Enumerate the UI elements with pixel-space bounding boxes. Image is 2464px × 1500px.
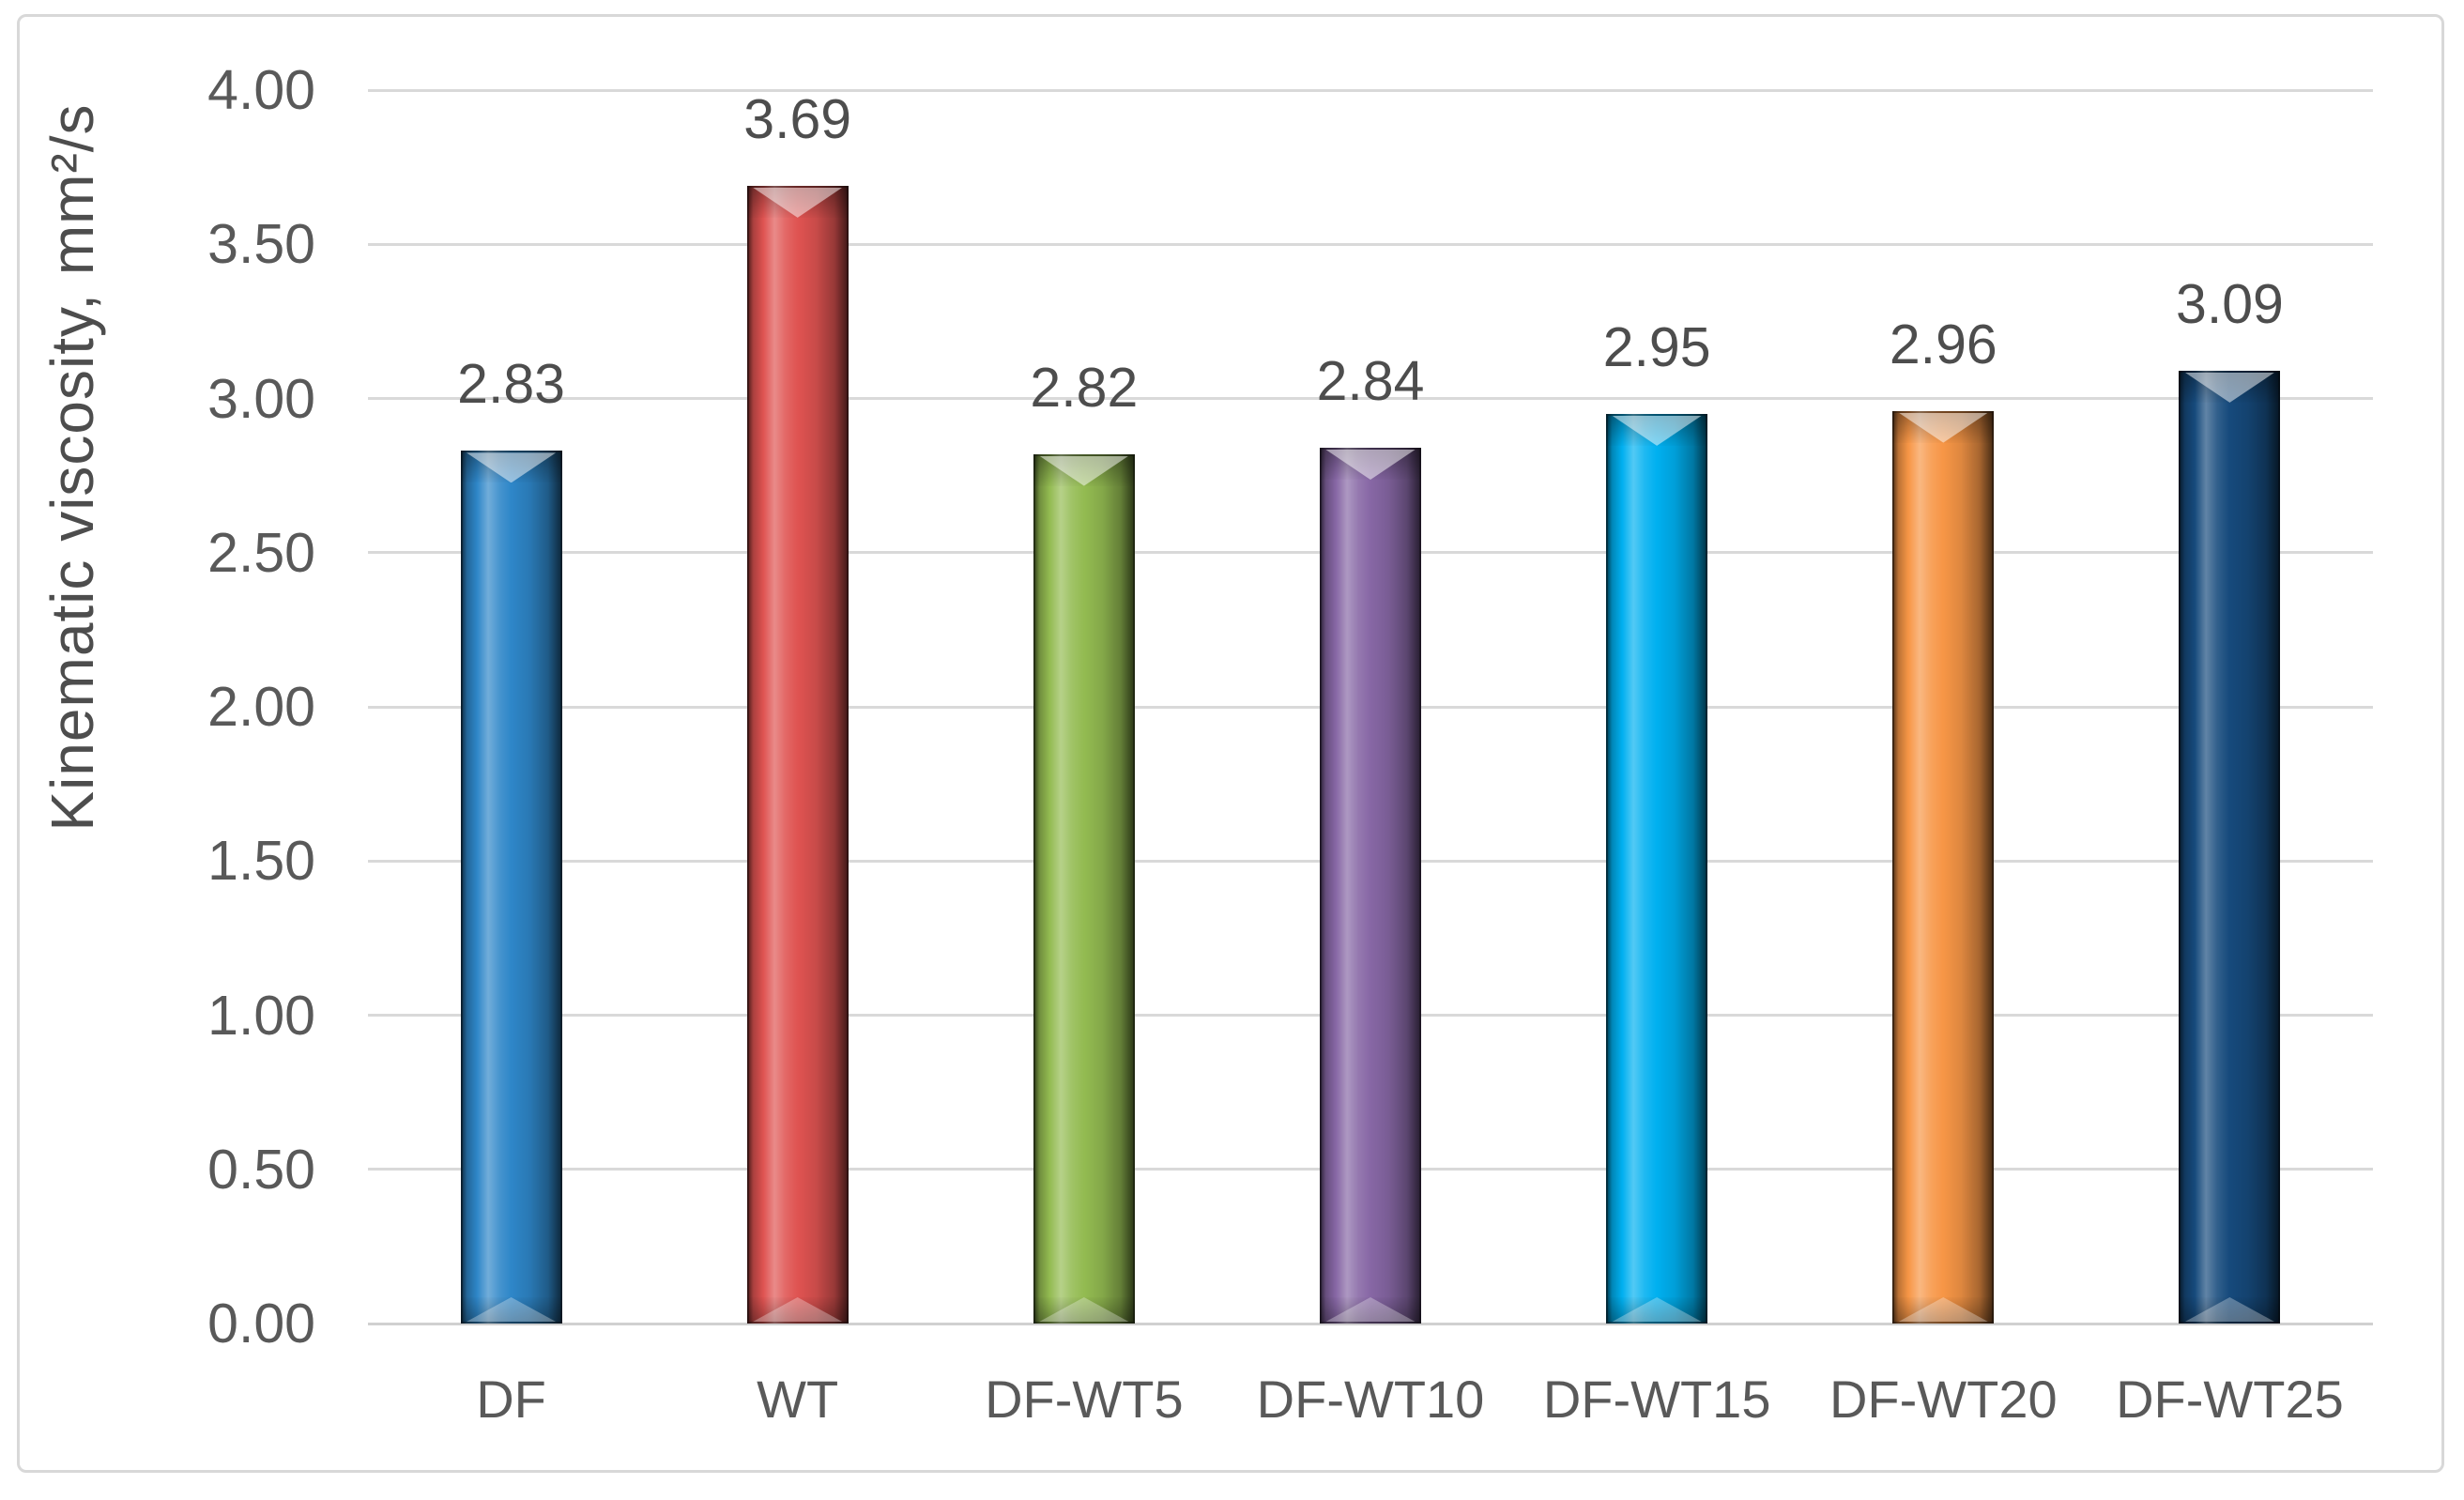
x-axis-label: DF-WT15 [1542,1370,1771,1429]
bar-bevel-cap-bot [1892,1296,1995,1324]
bar-bevel-cap-bot [1033,1296,1135,1324]
data-label: 3.09 [2176,272,2284,335]
y-tick-label: 0.50 [207,1138,315,1201]
x-axis-label: DF-WT20 [1829,1370,2058,1429]
y-tick-label: 3.50 [207,213,315,276]
bar-DF-WT25 [2179,370,2281,1324]
data-label: 2.95 [1602,315,1711,378]
bar-DF [460,451,562,1324]
bar-DF-WT5 [1033,453,1135,1324]
y-tick-label: 2.00 [207,676,315,738]
bar-WT [746,185,849,1324]
data-label: 2.82 [1030,356,1139,419]
y-tick-label: 3.00 [207,367,315,430]
x-axis-label: DF [476,1370,546,1429]
gridline [368,88,2373,92]
gridline [368,242,2373,246]
x-axis-label: DF-WT10 [1256,1370,1485,1429]
y-tick-label: 1.00 [207,984,315,1047]
bar-bevel-cap-bot [1606,1296,1708,1324]
bar-bevel-cap-bot [746,1296,849,1324]
bar-bevel-cap-bot [2179,1296,2281,1324]
chart-frame [17,14,2444,1473]
x-axis-label: DF-WT5 [985,1370,1184,1429]
data-label: 2.96 [1889,313,1997,375]
data-label: 3.69 [743,87,852,150]
bar-DF-WT20 [1892,410,1995,1324]
bar-DF-WT10 [1320,448,1421,1324]
bar-DF-WT15 [1606,413,1708,1324]
gridline [368,397,2373,400]
data-label: 2.84 [1316,350,1425,413]
x-axis-label: WT [757,1370,839,1429]
y-tick-label: 4.00 [207,59,315,121]
bar-bevel-cap-bot [1320,1296,1421,1324]
x-axis-label: DF-WT25 [2116,1370,2344,1429]
y-tick-label: 0.00 [207,1293,315,1355]
y-tick-label: 1.50 [207,830,315,893]
y-tick-label: 2.50 [207,521,315,584]
data-label: 2.83 [457,353,565,416]
y-axis-title: Kinematic viscosity, mm²/s [38,103,106,832]
bar-bevel-cap-bot [460,1296,562,1324]
x-axis-line [368,1322,2373,1325]
